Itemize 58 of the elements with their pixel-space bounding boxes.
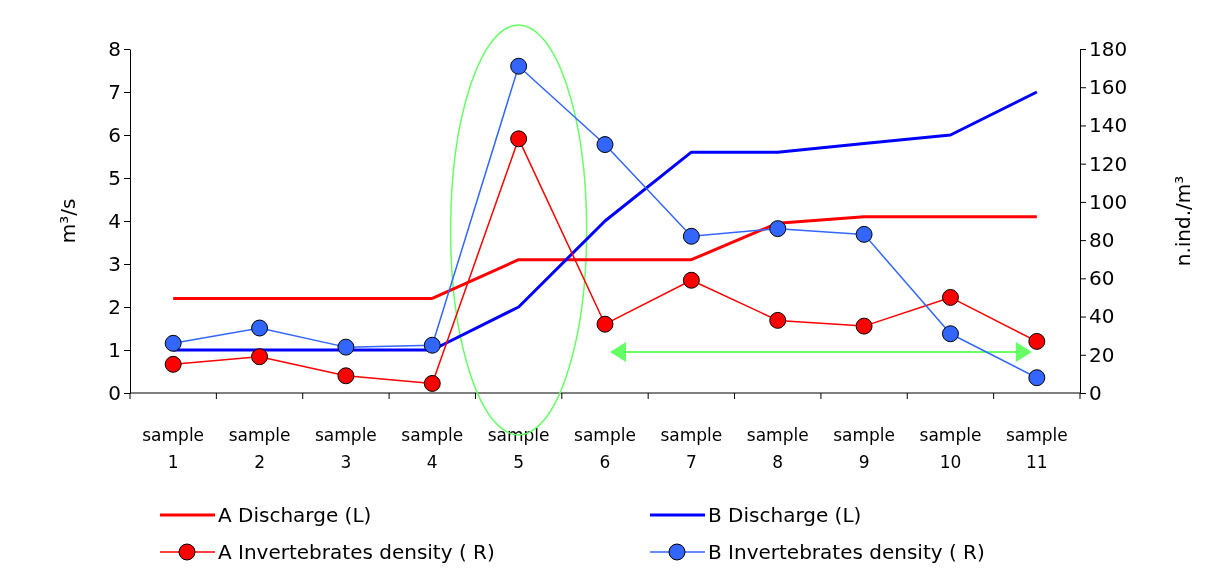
y-tick-label: 6 — [108, 122, 121, 147]
point — [164, 334, 182, 352]
point — [423, 374, 441, 392]
point — [510, 57, 528, 75]
legend-label: B Invertebrates density ( R) — [708, 540, 985, 564]
point — [941, 325, 959, 343]
y2-tick-label: 60 — [1089, 266, 1115, 291]
x-tick-label: sample 8 — [746, 425, 809, 472]
y-tick-label: 3 — [108, 251, 121, 276]
point — [1028, 369, 1046, 387]
point — [337, 338, 355, 356]
x-tick-label: sample 3 — [315, 425, 377, 472]
y2-tick-label: 20 — [1089, 342, 1115, 367]
y-axis-title: m³/s — [56, 198, 80, 244]
x-tick-label: sample 2 — [228, 425, 291, 472]
point — [855, 317, 873, 335]
point — [941, 288, 959, 306]
point — [164, 355, 182, 373]
point — [423, 336, 441, 354]
y-tick-label: 4 — [108, 208, 121, 233]
x-tick-label: sample 5 — [487, 425, 550, 472]
point — [596, 315, 614, 333]
legend-label: A Discharge (L) — [218, 503, 372, 527]
x-tick-label: sample 11 — [1005, 425, 1068, 472]
point — [769, 311, 787, 329]
y-tick-label: 1 — [108, 337, 121, 362]
point — [251, 348, 269, 366]
x-tick-label: sample 7 — [660, 425, 723, 472]
y2-tick-label: 120 — [1089, 151, 1128, 176]
x-tick-label: sample 9 — [833, 425, 895, 472]
point — [510, 130, 528, 148]
point — [251, 319, 269, 337]
legend-label: A Invertebrates density ( R) — [218, 540, 495, 564]
point — [855, 225, 873, 243]
point — [337, 367, 355, 385]
point — [682, 271, 700, 289]
y2-tick-label: 0 — [1089, 380, 1102, 405]
y2-tick-label: 100 — [1089, 189, 1128, 214]
y2-tick-label: 40 — [1089, 304, 1115, 329]
point — [596, 136, 614, 154]
y-tick-label: 8 — [108, 36, 121, 61]
x-tick-label: sample 4 — [401, 425, 464, 472]
y-tick-label: 2 — [108, 294, 121, 319]
legend-label: B Discharge (L) — [708, 503, 862, 527]
y2-axis-title: n.ind./m³ — [1171, 175, 1195, 267]
x-tick-label: sample 1 — [142, 425, 205, 472]
point — [1028, 332, 1046, 350]
y-tick-label: 0 — [108, 380, 121, 405]
y2-tick-label: 140 — [1089, 113, 1128, 138]
y2-tick-label: 80 — [1089, 228, 1115, 253]
y2-tick-label: 180 — [1089, 36, 1128, 61]
point — [682, 227, 700, 245]
x-tick-label: sample 10 — [919, 425, 982, 472]
y2-tick-label: 160 — [1089, 75, 1128, 100]
y-tick-label: 5 — [108, 165, 121, 190]
point — [769, 220, 787, 238]
y-tick-label: 7 — [108, 79, 121, 104]
x-tick-label: sample 6 — [574, 425, 636, 472]
